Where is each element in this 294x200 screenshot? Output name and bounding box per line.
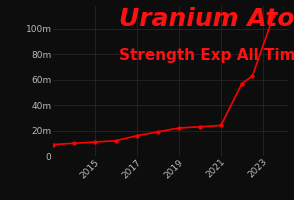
Text: Strength Exp All Time: Strength Exp All Time [119,48,294,63]
Text: Uranium Atom: Uranium Atom [119,7,294,31]
